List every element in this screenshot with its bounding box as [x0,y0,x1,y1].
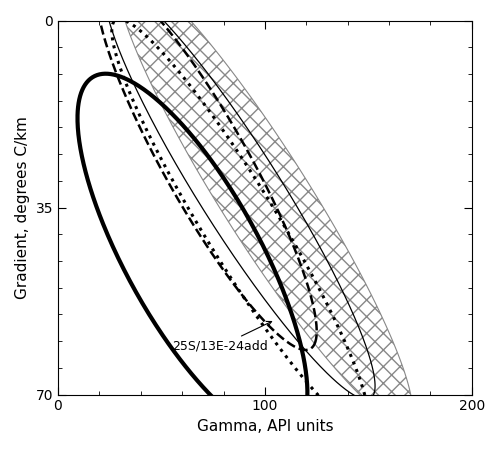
Text: 25S/13E-24add: 25S/13E-24add [172,321,272,353]
X-axis label: Gamma, API units: Gamma, API units [196,419,333,434]
Y-axis label: Gradient, degrees C/km: Gradient, degrees C/km [15,116,30,299]
Polygon shape [118,0,412,424]
